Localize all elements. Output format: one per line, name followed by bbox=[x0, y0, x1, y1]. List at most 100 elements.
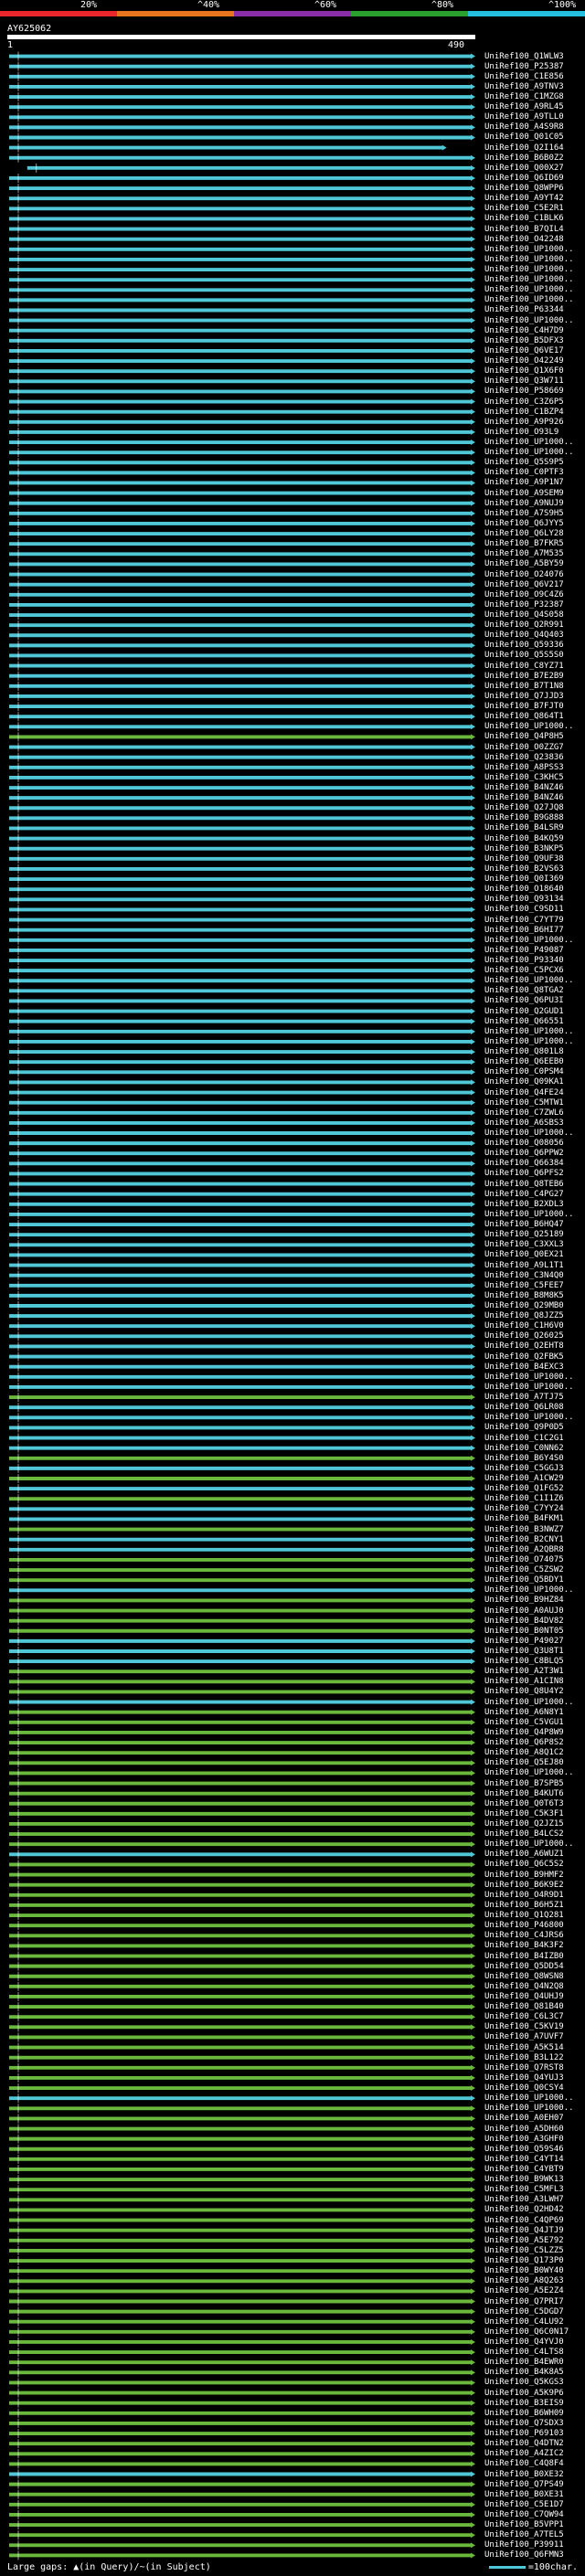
hit-label[interactable]: UniRef100_Q7SDX3 bbox=[484, 2418, 564, 2428]
hit-label[interactable]: UniRef100_B4LCS2 bbox=[484, 1829, 564, 1839]
hit-label[interactable]: UniRef100_O24076 bbox=[484, 569, 564, 579]
hit-label[interactable]: UniRef100_Q2GUD1 bbox=[484, 1006, 564, 1016]
hit-label[interactable]: UniRef100_UP1000.. bbox=[484, 1026, 574, 1036]
hit-label[interactable]: UniRef100_B0NT05 bbox=[484, 1626, 564, 1636]
hit-label[interactable]: UniRef100_Q0EX21 bbox=[484, 1250, 564, 1260]
hit-label[interactable]: UniRef100_Q1FG52 bbox=[484, 1484, 564, 1494]
hit-label[interactable]: UniRef100_B4EWR0 bbox=[484, 2358, 564, 2368]
hit-label[interactable]: UniRef100_A7S9H5 bbox=[484, 508, 564, 518]
hit-label[interactable]: UniRef100_C3KHC5 bbox=[484, 772, 564, 782]
hit-label[interactable]: UniRef100_Q7JJD3 bbox=[484, 691, 564, 701]
hit-label[interactable]: UniRef100_Q5BDY1 bbox=[484, 1575, 564, 1585]
hit-label[interactable]: UniRef100_UP1000.. bbox=[484, 438, 574, 448]
hit-label[interactable]: UniRef100_B5VPP1 bbox=[484, 2520, 564, 2530]
hit-label[interactable]: UniRef100_UP1000.. bbox=[484, 1768, 574, 1778]
hit-label[interactable]: UniRef100_B7E2B9 bbox=[484, 671, 564, 681]
hit-label[interactable]: UniRef100_Q08056 bbox=[484, 1139, 564, 1149]
hit-label[interactable]: UniRef100_C7YT79 bbox=[484, 915, 564, 925]
hit-label[interactable]: UniRef100_A5E792 bbox=[484, 2235, 564, 2245]
hit-label[interactable]: UniRef100_C6L3C7 bbox=[484, 2012, 564, 2022]
hit-label[interactable]: UniRef100_C4Q8F4 bbox=[484, 2459, 564, 2469]
hit-label[interactable]: UniRef100_C0PTF3 bbox=[484, 468, 564, 478]
hit-label[interactable]: UniRef100_Q4P8W9 bbox=[484, 1727, 564, 1737]
hit-label[interactable]: UniRef100_B9G888 bbox=[484, 813, 564, 823]
hit-label[interactable]: UniRef100_UP1000.. bbox=[484, 722, 574, 732]
hit-label[interactable]: UniRef100_Q4S058 bbox=[484, 610, 564, 620]
hit-label[interactable]: UniRef100_C7YY24 bbox=[484, 1504, 564, 1514]
hit-label[interactable]: UniRef100_C8BLQ5 bbox=[484, 1657, 564, 1667]
hit-label[interactable]: UniRef100_A3GHF0 bbox=[484, 2134, 564, 2144]
hit-label[interactable]: UniRef100_UP1000.. bbox=[484, 1839, 574, 1850]
hit-label[interactable]: UniRef100_C5GGJ3 bbox=[484, 1463, 564, 1473]
hit-label[interactable]: UniRef100_UP1000.. bbox=[484, 2094, 574, 2104]
hit-label[interactable]: UniRef100_C5ZSW2 bbox=[484, 1565, 564, 1575]
hit-label[interactable]: UniRef100_P69103 bbox=[484, 2429, 564, 2439]
hit-label[interactable]: UniRef100_Q7RST8 bbox=[484, 2062, 564, 2072]
hit-label[interactable]: UniRef100_A5DH60 bbox=[484, 2124, 564, 2134]
hit-label[interactable]: UniRef100_Q59S46 bbox=[484, 2144, 564, 2154]
hit-label[interactable]: UniRef100_P32387 bbox=[484, 599, 564, 610]
hit-label[interactable]: UniRef100_Q173P0 bbox=[484, 2256, 564, 2266]
hit-label[interactable]: UniRef100_Q5S9P5 bbox=[484, 458, 564, 468]
hit-label[interactable]: UniRef100_Q8TGA2 bbox=[484, 986, 564, 996]
hit-label[interactable]: UniRef100_C5KV19 bbox=[484, 2022, 564, 2032]
hit-label[interactable]: UniRef100_Q8JZZ5 bbox=[484, 1311, 564, 1321]
hit-label[interactable]: UniRef100_Q2EHT8 bbox=[484, 1341, 564, 1352]
hit-label[interactable]: UniRef100_C4H7D9 bbox=[484, 325, 564, 335]
hit-label[interactable]: UniRef100_Q4YVJ0 bbox=[484, 2337, 564, 2347]
hit-label[interactable]: UniRef100_B3NKP5 bbox=[484, 843, 564, 853]
hit-label[interactable]: UniRef100_B4K8A5 bbox=[484, 2368, 564, 2378]
hit-label[interactable]: UniRef100_Q59336 bbox=[484, 641, 564, 651]
hit-label[interactable]: UniRef100_P93340 bbox=[484, 956, 564, 965]
hit-label[interactable]: UniRef100_Q4UHJ9 bbox=[484, 1991, 564, 2001]
hit-label[interactable]: UniRef100_Q6P8S2 bbox=[484, 1738, 564, 1748]
hit-label[interactable]: UniRef100_B5DFX3 bbox=[484, 335, 564, 345]
hit-label[interactable]: UniRef100_B4NZ46 bbox=[484, 783, 564, 792]
hit-label[interactable]: UniRef100_A9TNV3 bbox=[484, 81, 564, 91]
hit-label[interactable]: UniRef100_Q6V217 bbox=[484, 579, 564, 589]
hit-label[interactable]: UniRef100_UP1000.. bbox=[484, 1382, 574, 1392]
hit-label[interactable]: UniRef100_B8M8K5 bbox=[484, 1290, 564, 1300]
hit-label[interactable]: UniRef100_Q9P0D5 bbox=[484, 1423, 564, 1433]
hit-label[interactable]: UniRef100_A2QBR8 bbox=[484, 1544, 564, 1554]
hit-label[interactable]: UniRef100_B4FKM1 bbox=[484, 1514, 564, 1524]
hit-label[interactable]: UniRef100_O42249 bbox=[484, 356, 564, 366]
hit-label[interactable]: UniRef100_Q7PRI7 bbox=[484, 2296, 564, 2306]
hit-label[interactable]: UniRef100_A8PSS3 bbox=[484, 762, 564, 772]
hit-label[interactable]: UniRef100_B6WH09 bbox=[484, 2408, 564, 2418]
hit-label[interactable]: UniRef100_B2CNY1 bbox=[484, 1534, 564, 1544]
hit-label[interactable]: UniRef100_C5DGD7 bbox=[484, 2306, 564, 2316]
hit-label[interactable]: UniRef100_A7TJ75 bbox=[484, 1393, 564, 1403]
hit-label[interactable]: UniRef100_P63344 bbox=[484, 305, 564, 315]
hit-label[interactable]: UniRef100_B4K3F2 bbox=[484, 1941, 564, 1951]
hit-label[interactable]: UniRef100_A9RL45 bbox=[484, 102, 564, 112]
hit-label[interactable]: UniRef100_Q2JZ15 bbox=[484, 1818, 564, 1829]
hit-label[interactable]: UniRef100_UP1000.. bbox=[484, 1413, 574, 1423]
hit-label[interactable]: UniRef100_P46800 bbox=[484, 1921, 564, 1931]
hit-label[interactable]: UniRef100_A7TEL5 bbox=[484, 2530, 564, 2540]
hit-label[interactable]: UniRef100_Q6LR08 bbox=[484, 1403, 564, 1413]
hit-label[interactable]: UniRef100_B4EXC3 bbox=[484, 1362, 564, 1372]
hit-label[interactable]: UniRef100_C5LZZ5 bbox=[484, 2245, 564, 2255]
hit-label[interactable]: UniRef100_A7UVF7 bbox=[484, 2032, 564, 2042]
hit-label[interactable]: UniRef100_B4KUT6 bbox=[484, 1788, 564, 1798]
hit-label[interactable]: UniRef100_B6H5Z1 bbox=[484, 1900, 564, 1910]
hit-label[interactable]: UniRef100_B4IZB0 bbox=[484, 1951, 564, 1961]
hit-label[interactable]: UniRef100_UP1000.. bbox=[484, 315, 574, 325]
hit-label[interactable]: UniRef100_A5K514 bbox=[484, 2042, 564, 2052]
hit-label[interactable]: UniRef100_Q25189 bbox=[484, 1230, 564, 1240]
hit-label[interactable]: UniRef100_Q1WLW3 bbox=[484, 51, 564, 61]
hit-label[interactable]: UniRef100_A0AUJ0 bbox=[484, 1606, 564, 1616]
hit-label[interactable]: UniRef100_A5E2Z4 bbox=[484, 2286, 564, 2296]
hit-label[interactable]: UniRef100_B6Y4S0 bbox=[484, 1453, 564, 1463]
hit-label[interactable]: UniRef100_A9NUJ9 bbox=[484, 498, 564, 508]
hit-label[interactable]: UniRef100_O0ZZG7 bbox=[484, 742, 564, 752]
hit-label[interactable]: UniRef100_Q27JQ8 bbox=[484, 803, 564, 813]
hit-label[interactable]: UniRef100_B7T1N8 bbox=[484, 681, 564, 691]
hit-label[interactable]: UniRef100_UP1000.. bbox=[484, 265, 574, 275]
hit-label[interactable]: UniRef100_C5MFL3 bbox=[484, 2185, 564, 2195]
hit-label[interactable]: UniRef100_Q66384 bbox=[484, 1159, 564, 1169]
hit-label[interactable]: UniRef100_Q1X6F0 bbox=[484, 366, 564, 376]
hit-label[interactable]: UniRef100_C7ZWL6 bbox=[484, 1108, 564, 1118]
hit-label[interactable]: UniRef100_P49027 bbox=[484, 1636, 564, 1646]
